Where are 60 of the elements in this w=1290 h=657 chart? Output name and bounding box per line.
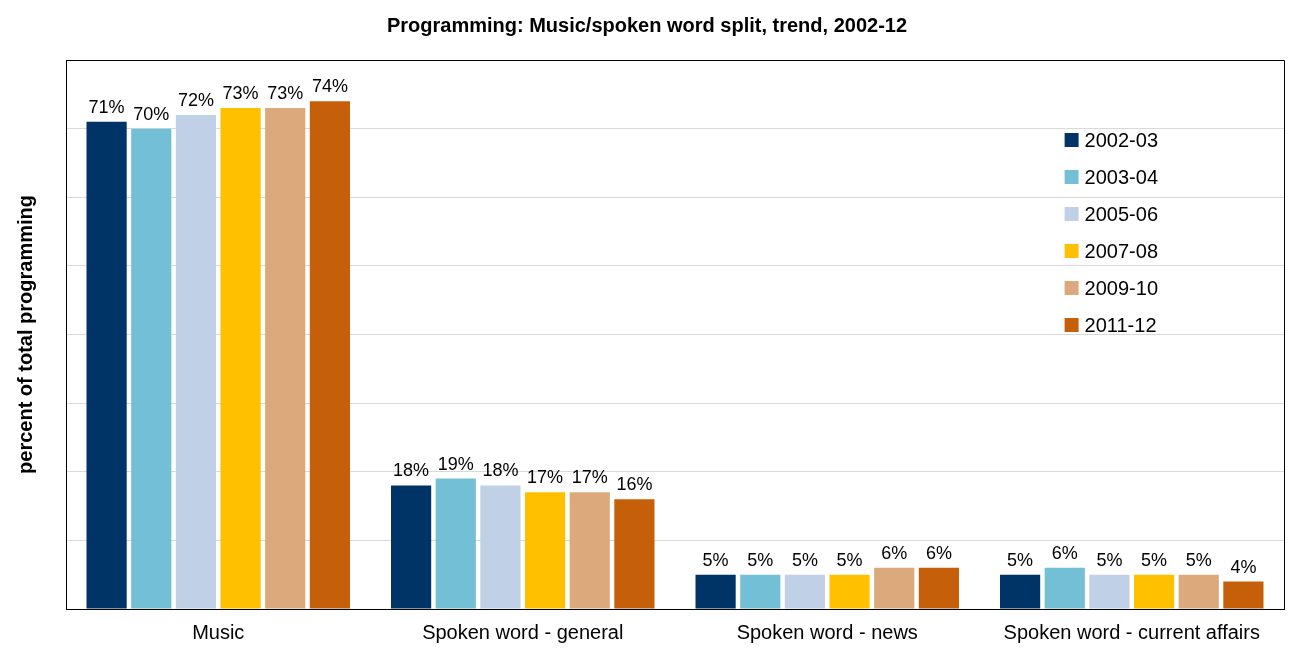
bar bbox=[391, 485, 432, 609]
bar bbox=[740, 574, 781, 609]
x-tick-label: Spoken word - news bbox=[736, 620, 918, 643]
bar bbox=[309, 101, 350, 609]
data-label: 70% bbox=[133, 103, 170, 124]
bar bbox=[220, 108, 261, 609]
bar bbox=[435, 478, 476, 609]
data-label: 17% bbox=[527, 467, 564, 488]
data-label: 5% bbox=[1141, 549, 1168, 570]
legend-label: 2007-08 bbox=[1084, 239, 1159, 262]
bar bbox=[569, 492, 610, 609]
data-label: 6% bbox=[925, 542, 952, 563]
legend-label: 2011-12 bbox=[1084, 313, 1157, 336]
bar bbox=[784, 574, 826, 609]
legend-label: 2009-10 bbox=[1084, 276, 1159, 299]
bar bbox=[480, 485, 521, 609]
y-axis-title: percent of total programming bbox=[13, 195, 36, 474]
bar bbox=[918, 567, 959, 609]
data-label: 6% bbox=[1051, 542, 1078, 563]
data-label: 16% bbox=[616, 474, 653, 495]
data-label: 18% bbox=[393, 460, 430, 481]
bar bbox=[614, 499, 655, 609]
bar bbox=[1178, 574, 1219, 609]
bar bbox=[175, 114, 217, 609]
data-label: 5% bbox=[1185, 549, 1212, 570]
x-tick-label: Music bbox=[192, 620, 245, 643]
data-label: 5% bbox=[702, 549, 729, 570]
data-label: 5% bbox=[747, 549, 774, 570]
bar bbox=[1133, 574, 1175, 609]
bar bbox=[1044, 567, 1085, 609]
bar bbox=[874, 567, 915, 609]
data-label: 17% bbox=[571, 467, 608, 488]
x-tick-label: Spoken word - current affairs bbox=[1003, 620, 1260, 643]
legend-label: 2003-04 bbox=[1084, 165, 1159, 188]
bar bbox=[1223, 581, 1264, 609]
data-label: 5% bbox=[1096, 549, 1123, 570]
x-tick-label: Spoken word - general bbox=[422, 620, 624, 643]
bar bbox=[131, 128, 172, 609]
chart-title: Programming: Music/spoken word split, trend, 2002-12 bbox=[386, 13, 908, 36]
bar bbox=[265, 108, 306, 609]
data-label: 19% bbox=[437, 453, 474, 474]
bar bbox=[524, 492, 566, 609]
legend-label: 2005-06 bbox=[1084, 202, 1159, 225]
data-label: 73% bbox=[267, 83, 304, 104]
data-label: 5% bbox=[791, 549, 818, 570]
data-label: 5% bbox=[1007, 549, 1034, 570]
bar bbox=[829, 574, 870, 609]
bar bbox=[1089, 574, 1130, 609]
data-label: 72% bbox=[177, 89, 214, 110]
data-label: 74% bbox=[311, 76, 348, 97]
data-label: 5% bbox=[836, 549, 863, 570]
data-label: 71% bbox=[88, 96, 125, 117]
legend-label: 2002-03 bbox=[1084, 128, 1159, 151]
bar bbox=[86, 121, 127, 609]
data-label: 18% bbox=[482, 460, 519, 481]
bar bbox=[1000, 574, 1041, 609]
data-label: 6% bbox=[881, 542, 908, 563]
data-label: 4% bbox=[1230, 556, 1257, 577]
bar bbox=[695, 574, 736, 609]
data-label: 73% bbox=[222, 83, 259, 104]
